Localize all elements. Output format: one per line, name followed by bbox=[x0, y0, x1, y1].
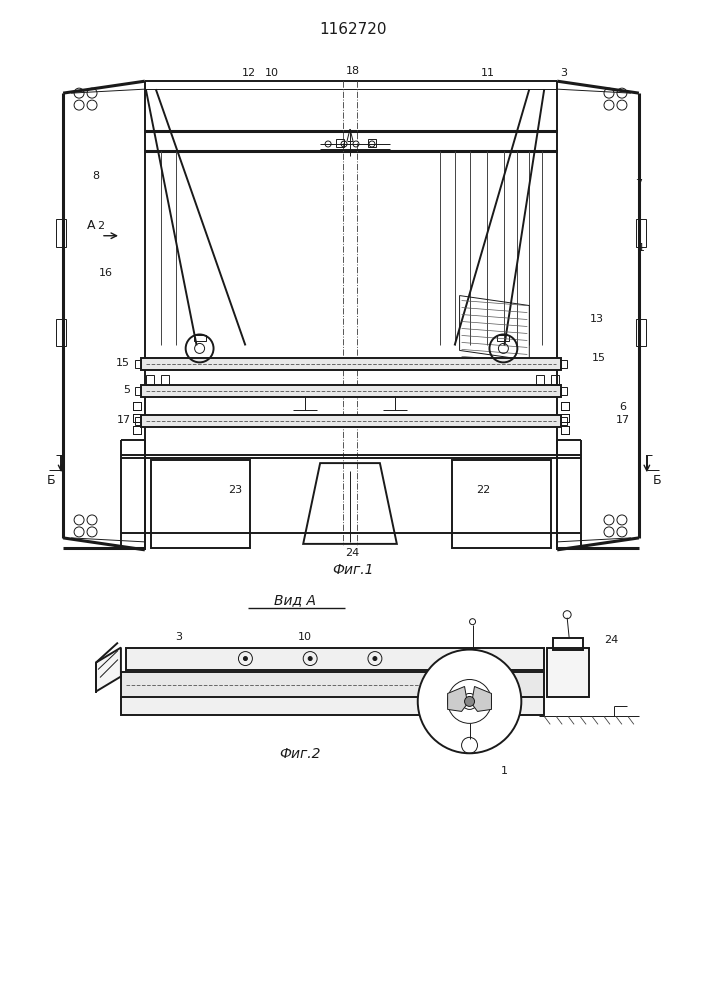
Bar bbox=[133, 426, 141, 434]
Bar bbox=[452, 460, 551, 548]
Text: 6: 6 bbox=[619, 402, 626, 412]
Bar bbox=[133, 414, 141, 422]
Bar bbox=[561, 426, 569, 434]
Text: 3: 3 bbox=[175, 632, 182, 642]
Circle shape bbox=[243, 657, 247, 661]
Bar bbox=[121, 697, 544, 715]
Bar bbox=[141, 358, 561, 370]
Bar bbox=[121, 672, 544, 699]
Bar bbox=[126, 648, 544, 670]
Text: 7: 7 bbox=[636, 179, 643, 189]
Text: 1162720: 1162720 bbox=[320, 22, 387, 37]
Bar bbox=[141, 415, 561, 427]
Text: 17: 17 bbox=[616, 415, 630, 425]
Text: 2: 2 bbox=[98, 221, 105, 231]
Bar bbox=[498, 335, 509, 341]
Text: 3: 3 bbox=[561, 68, 568, 78]
Bar bbox=[561, 414, 569, 422]
Polygon shape bbox=[472, 686, 491, 711]
Polygon shape bbox=[448, 686, 467, 711]
Bar bbox=[146, 375, 154, 385]
Bar bbox=[133, 402, 141, 410]
Circle shape bbox=[464, 696, 474, 706]
Text: Вид A: Вид A bbox=[274, 593, 316, 607]
Text: 1: 1 bbox=[638, 243, 644, 253]
Bar bbox=[133, 426, 141, 434]
Text: 23: 23 bbox=[228, 485, 243, 495]
Text: 22: 22 bbox=[477, 485, 491, 495]
Bar bbox=[537, 375, 544, 385]
Text: 8: 8 bbox=[93, 171, 100, 181]
Text: 11: 11 bbox=[481, 68, 494, 78]
Bar bbox=[561, 402, 569, 410]
Bar bbox=[133, 414, 141, 422]
Text: Фиг.1: Фиг.1 bbox=[332, 563, 374, 577]
Text: 18: 18 bbox=[346, 66, 360, 76]
Bar bbox=[636, 219, 646, 247]
Text: 10: 10 bbox=[265, 68, 279, 78]
Bar bbox=[561, 417, 567, 425]
Bar bbox=[133, 402, 141, 410]
Bar bbox=[160, 375, 169, 385]
Bar bbox=[135, 387, 141, 395]
Text: 15: 15 bbox=[592, 353, 606, 363]
Bar bbox=[135, 360, 141, 368]
Bar bbox=[141, 385, 561, 397]
Bar bbox=[561, 426, 569, 434]
Bar bbox=[336, 139, 344, 147]
Text: 5: 5 bbox=[124, 385, 130, 395]
Bar bbox=[551, 375, 559, 385]
Polygon shape bbox=[96, 648, 121, 691]
Text: 16: 16 bbox=[99, 268, 113, 278]
Bar bbox=[636, 319, 646, 346]
Text: 24: 24 bbox=[345, 548, 359, 558]
Text: Фиг.2: Фиг.2 bbox=[279, 747, 321, 761]
Bar bbox=[135, 417, 141, 425]
Bar bbox=[553, 638, 583, 650]
Text: 24: 24 bbox=[604, 635, 618, 645]
Bar bbox=[561, 414, 569, 422]
Bar bbox=[547, 648, 589, 697]
Circle shape bbox=[308, 657, 312, 661]
Circle shape bbox=[373, 657, 377, 661]
Circle shape bbox=[418, 650, 521, 753]
Circle shape bbox=[462, 693, 477, 709]
Bar bbox=[561, 387, 567, 395]
Text: Б: Б bbox=[653, 474, 661, 487]
Bar bbox=[561, 402, 569, 410]
Bar bbox=[56, 319, 66, 346]
Text: 13: 13 bbox=[590, 314, 604, 324]
Bar bbox=[368, 139, 376, 147]
Bar bbox=[151, 460, 250, 548]
Text: А: А bbox=[87, 219, 95, 232]
Text: 1: 1 bbox=[501, 766, 508, 776]
Bar bbox=[56, 219, 66, 247]
Bar bbox=[561, 360, 567, 368]
Bar bbox=[194, 335, 206, 341]
Text: Б: Б bbox=[47, 474, 56, 487]
Text: 15: 15 bbox=[116, 358, 130, 368]
Text: 12: 12 bbox=[241, 68, 255, 78]
Text: 17: 17 bbox=[117, 415, 131, 425]
Text: 10: 10 bbox=[298, 632, 312, 642]
